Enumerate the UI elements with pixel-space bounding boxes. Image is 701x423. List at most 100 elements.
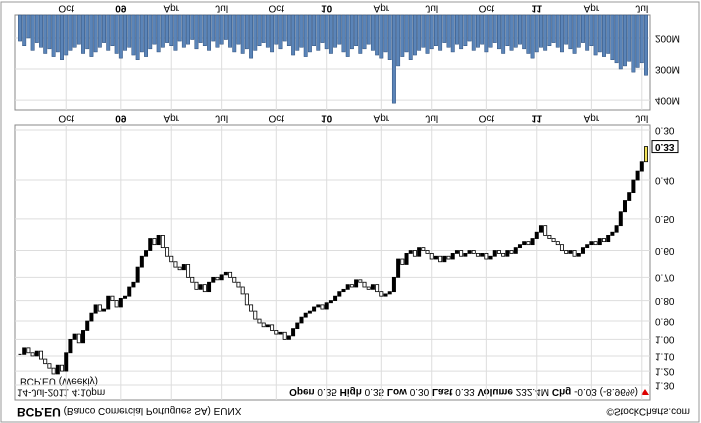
candle [559,244,564,251]
candle [387,291,392,295]
candle [106,295,111,310]
x-tick-label: Jul [635,2,648,13]
volume-bar [341,14,346,53]
volume-bar [169,14,174,46]
candle [404,253,409,265]
volume-bar [320,14,325,43]
volume-bar [173,14,178,51]
volume-bar [64,14,69,56]
quote-value: 0.30 [410,386,430,397]
candle [429,253,434,260]
quote-value: -0.03 (-8.96%) [574,386,638,397]
volume-bar [618,14,623,70]
candle [135,266,140,283]
candle [538,225,543,233]
x-tick-label: 10 [321,112,333,123]
x-tick-label: Jul [425,2,438,13]
volume-bar [509,14,514,51]
volume-bar [316,14,321,51]
volume-bar [543,14,548,51]
volume-bar [589,14,594,46]
volume-bar [202,14,207,46]
volume-bar [114,14,119,54]
candle [76,333,81,344]
candle [417,247,422,257]
candle [148,238,153,251]
y-tick-label: 0.40 [655,174,675,185]
candle [328,300,333,304]
volume-bar [610,14,615,60]
quote-value: 0.35 [365,386,385,397]
candle [223,271,228,276]
candle [320,304,325,310]
candle [34,350,39,357]
x-tick-label: Oct [58,112,74,123]
volume-bar [412,14,417,56]
volume-bar [387,14,392,60]
candle [564,250,569,254]
candle [43,358,48,365]
volume-bar [471,14,476,51]
volume-bar [190,14,195,40]
candle [165,247,170,257]
candle [139,255,144,268]
volume-bar [534,14,539,53]
volume-bar [148,14,153,50]
y-tick-label: 400M [655,94,680,105]
x-tick-label: 09 [115,112,127,123]
candle [114,300,119,308]
candle [181,264,186,271]
candle [370,284,375,290]
price-panel [14,124,651,401]
volume-bar [454,14,459,45]
candle [505,250,510,257]
volume-bar [593,14,598,56]
candle [501,253,506,257]
candle [442,255,447,263]
volume-bar [328,14,333,54]
candle [51,367,56,375]
volume-bar [144,14,148,57]
volume-bar [219,14,224,45]
volume-bar [18,14,22,42]
candle [513,247,518,254]
quote-value: 232.4M [516,386,549,397]
x-tick-label: Apr [374,2,390,13]
panel-label: BCP.EU (Weekly) [20,375,98,386]
volume-bar [417,14,422,51]
y-tick-label: 0.70 [655,272,675,283]
candle [463,253,468,257]
volume-bar [249,14,254,59]
candle [425,250,430,254]
candle [190,276,195,283]
candle [131,281,136,288]
candle [631,179,636,194]
candle [39,350,44,360]
volume-bar [307,14,312,53]
candle [232,276,237,283]
candle [93,304,98,314]
volume-bar [379,14,384,59]
candle [118,297,123,308]
volume-bar [623,14,627,67]
candle [307,310,312,314]
quote-label: Volume [478,386,514,397]
candle [484,253,489,260]
candle [622,200,627,213]
candle [81,330,86,344]
candle [97,304,102,312]
volume-bar [606,14,611,54]
candle [446,255,451,260]
volume-bar [198,14,203,43]
volume-bar [370,14,375,51]
volume-bar [551,14,556,43]
candle [475,253,480,257]
volume-bar [303,14,308,57]
candle [438,255,443,263]
candle [534,231,539,239]
y-tick-label: 200M [655,32,680,43]
candle [488,255,493,260]
y-tick-label: 0.30 [655,124,675,135]
candle [543,225,548,236]
